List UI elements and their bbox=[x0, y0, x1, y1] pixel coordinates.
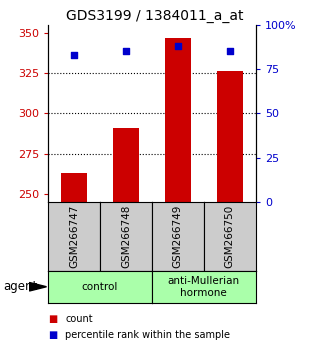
Point bbox=[123, 48, 128, 54]
Point bbox=[72, 52, 77, 58]
Bar bbox=[61, 173, 87, 202]
Text: agent: agent bbox=[3, 280, 37, 293]
Text: GSM266747: GSM266747 bbox=[69, 205, 79, 268]
Bar bbox=[165, 38, 191, 202]
Bar bbox=[217, 72, 243, 202]
Text: ■: ■ bbox=[48, 330, 57, 339]
Text: control: control bbox=[82, 282, 118, 292]
Text: anti-Mullerian
hormone: anti-Mullerian hormone bbox=[168, 276, 240, 298]
Point bbox=[227, 48, 232, 54]
Text: GSM266749: GSM266749 bbox=[173, 205, 183, 268]
Text: count: count bbox=[65, 314, 93, 324]
Text: ■: ■ bbox=[48, 314, 57, 324]
Polygon shape bbox=[29, 282, 46, 291]
Point bbox=[175, 43, 180, 49]
Text: GSM266748: GSM266748 bbox=[121, 205, 131, 268]
Text: percentile rank within the sample: percentile rank within the sample bbox=[65, 330, 230, 339]
Text: GSM266750: GSM266750 bbox=[225, 205, 235, 268]
Bar bbox=[113, 128, 139, 202]
Text: GDS3199 / 1384011_a_at: GDS3199 / 1384011_a_at bbox=[66, 9, 244, 23]
